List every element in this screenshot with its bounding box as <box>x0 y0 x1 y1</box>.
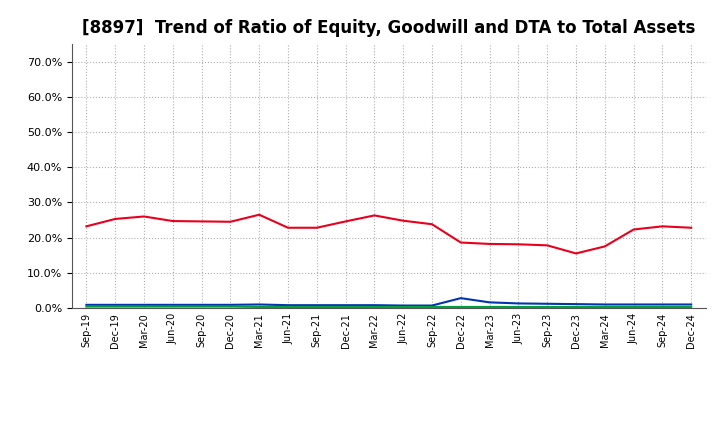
Deferred Tax Assets <box>658 304 667 310</box>
Deferred Tax Assets <box>572 304 580 310</box>
Goodwill <box>341 303 350 308</box>
Equity <box>687 225 696 231</box>
Equity <box>284 225 292 231</box>
Goodwill <box>111 302 120 308</box>
Deferred Tax Assets <box>428 304 436 310</box>
Deferred Tax Assets <box>197 304 206 309</box>
Equity <box>255 212 264 217</box>
Goodwill <box>600 302 609 307</box>
Goodwill <box>370 303 379 308</box>
Equity <box>341 219 350 224</box>
Goodwill <box>514 301 523 306</box>
Equity <box>370 213 379 218</box>
Goodwill <box>312 303 321 308</box>
Goodwill <box>658 302 667 307</box>
Deferred Tax Assets <box>514 304 523 310</box>
Equity <box>226 219 235 224</box>
Goodwill <box>255 302 264 307</box>
Line: Equity: Equity <box>86 215 691 253</box>
Deferred Tax Assets <box>140 304 148 309</box>
Deferred Tax Assets <box>399 304 408 310</box>
Equity <box>111 216 120 222</box>
Equity <box>456 240 465 245</box>
Deferred Tax Assets <box>341 304 350 310</box>
Deferred Tax Assets <box>111 304 120 309</box>
Goodwill <box>399 303 408 308</box>
Goodwill <box>629 302 638 307</box>
Equity <box>629 227 638 232</box>
Goodwill <box>687 302 696 307</box>
Equity <box>140 214 148 219</box>
Deferred Tax Assets <box>485 304 494 310</box>
Deferred Tax Assets <box>456 304 465 310</box>
Equity <box>399 218 408 224</box>
Deferred Tax Assets <box>168 304 177 309</box>
Equity <box>658 224 667 229</box>
Deferred Tax Assets <box>255 304 264 310</box>
Deferred Tax Assets <box>82 304 91 309</box>
Deferred Tax Assets <box>370 304 379 310</box>
Deferred Tax Assets <box>543 304 552 310</box>
Goodwill <box>572 301 580 307</box>
Equity <box>485 241 494 246</box>
Goodwill <box>543 301 552 306</box>
Deferred Tax Assets <box>600 304 609 310</box>
Goodwill <box>428 303 436 308</box>
Deferred Tax Assets <box>687 304 696 310</box>
Deferred Tax Assets <box>629 304 638 310</box>
Equity <box>428 222 436 227</box>
Equity <box>82 224 91 229</box>
Goodwill <box>168 302 177 308</box>
Goodwill <box>226 302 235 308</box>
Equity <box>514 242 523 247</box>
Goodwill <box>140 302 148 308</box>
Equity <box>197 219 206 224</box>
Deferred Tax Assets <box>312 304 321 310</box>
Equity <box>312 225 321 231</box>
Goodwill <box>197 302 206 308</box>
Goodwill <box>456 296 465 301</box>
Equity <box>572 251 580 256</box>
Equity <box>543 243 552 248</box>
Deferred Tax Assets <box>284 304 292 310</box>
Equity <box>168 218 177 224</box>
Goodwill <box>284 303 292 308</box>
Title: [8897]  Trend of Ratio of Equity, Goodwill and DTA to Total Assets: [8897] Trend of Ratio of Equity, Goodwil… <box>82 19 696 37</box>
Equity <box>600 244 609 249</box>
Goodwill <box>82 302 91 308</box>
Line: Goodwill: Goodwill <box>86 298 691 305</box>
Goodwill <box>485 300 494 305</box>
Deferred Tax Assets <box>226 304 235 309</box>
